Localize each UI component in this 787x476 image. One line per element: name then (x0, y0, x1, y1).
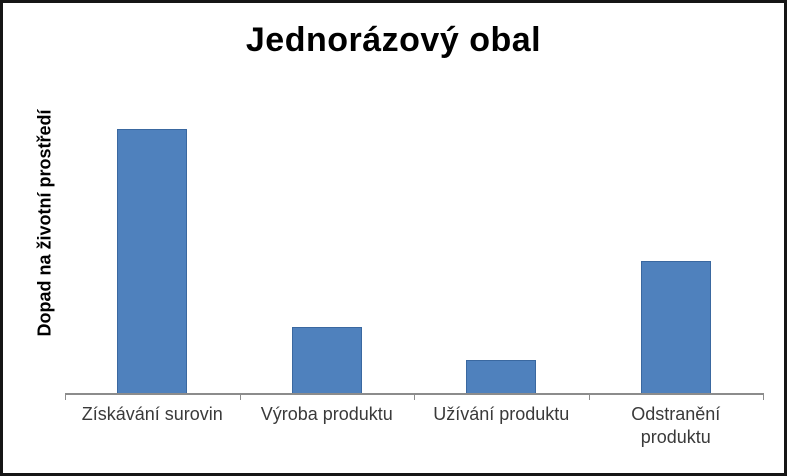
x-axis-label-2: Užívání produktu (414, 403, 589, 426)
x-axis-label-3: Odstranění produktu (589, 403, 764, 449)
x-axis-label-text: Získávání surovin (81, 404, 223, 424)
bar-slot-0 (65, 103, 240, 393)
x-axis-label-text: Odstranění produktu (631, 404, 721, 447)
y-axis-label-text: Dopad na životní prostředí (34, 109, 55, 337)
x-axis-label-0: Získávání surovin (65, 403, 240, 426)
x-axis-labels: Získávání surovin Výroba produktu Užívání … (65, 403, 763, 449)
bar-0 (117, 129, 188, 393)
x-axis-label-text: Výroba produktu (260, 404, 393, 424)
bar-slot-3 (589, 103, 764, 393)
bar-2 (466, 360, 537, 393)
bar-slot-1 (240, 103, 415, 393)
bar-slot-2 (414, 103, 589, 393)
x-axis-tick-0 (65, 393, 66, 400)
x-axis-tick-3 (588, 393, 590, 400)
plot-area (65, 103, 763, 393)
x-axis-label-1: Výroba produktu (240, 403, 415, 426)
x-axis-label-text: Užívání produktu (433, 404, 570, 424)
x-axis-tick-2 (414, 393, 415, 400)
chart-title: Jednorázový obal (245, 21, 542, 59)
x-axis-tick-4 (763, 393, 764, 400)
bar-3 (640, 261, 711, 393)
bar-1 (291, 327, 362, 393)
x-axis-tick-1 (239, 393, 241, 400)
